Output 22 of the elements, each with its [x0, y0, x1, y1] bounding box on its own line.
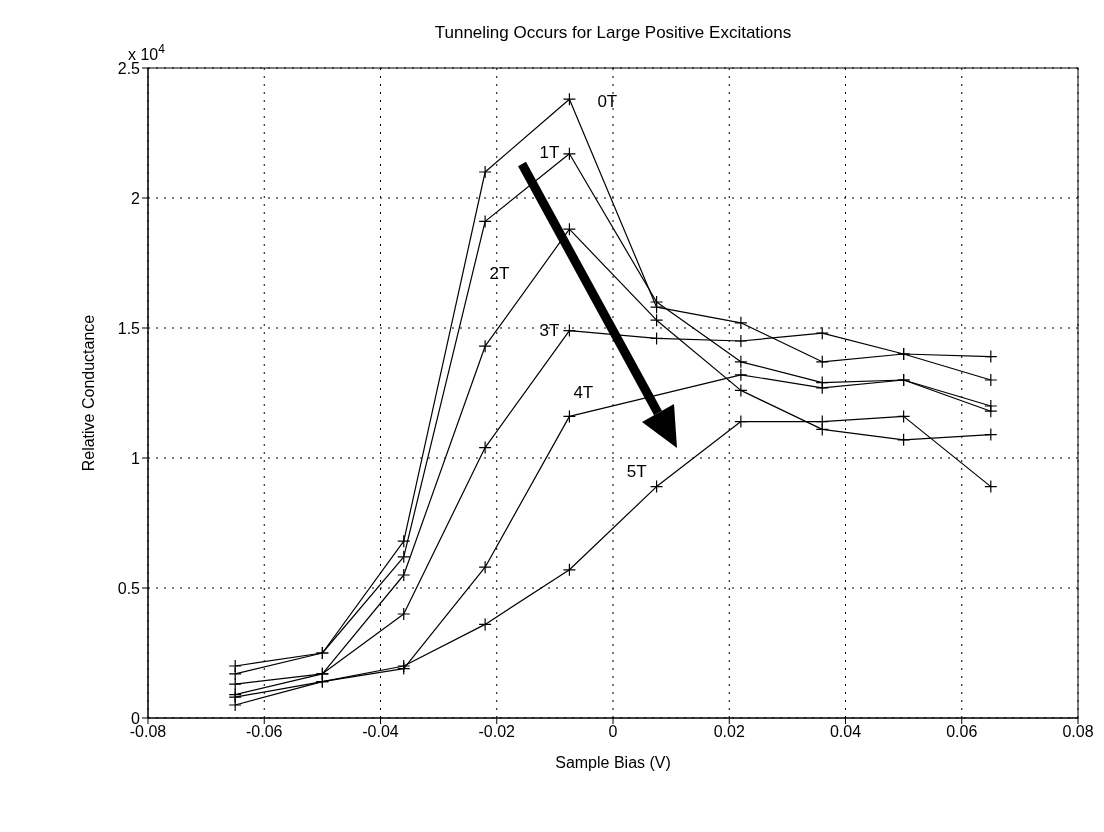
- y-tick-label: 2: [131, 189, 141, 207]
- chart-title: Tunneling Occurs for Large Positive Excitations: [434, 23, 792, 42]
- x-tick-label: -0.08: [129, 723, 167, 741]
- x-tick-label: -0.02: [478, 723, 516, 741]
- series-label: 0T: [597, 92, 618, 112]
- x-axis-title: Sample Bias (V): [555, 754, 671, 771]
- x-tick-label: -0.04: [362, 723, 399, 741]
- y-tick-label: 0.5: [117, 579, 141, 597]
- series-label: 3T: [539, 320, 560, 340]
- y-axis-title: Relative Conductance: [79, 314, 97, 472]
- series-label: 5T: [626, 461, 647, 481]
- x-tick-label: 0.04: [829, 723, 862, 741]
- x-tick-label: -0.06: [246, 723, 283, 741]
- series-label: 2T: [489, 264, 510, 284]
- y-tick-label: 1: [131, 449, 141, 467]
- x-tick-label: 0.02: [713, 723, 745, 741]
- series-label: 4T: [573, 383, 594, 403]
- x-tick-label: 0.06: [946, 723, 978, 741]
- y-tick-label: 1.5: [117, 319, 141, 337]
- x-tick-label: 0: [608, 723, 618, 741]
- series-label: 1T: [539, 142, 560, 162]
- x-tick-label: 0.08: [1062, 723, 1094, 741]
